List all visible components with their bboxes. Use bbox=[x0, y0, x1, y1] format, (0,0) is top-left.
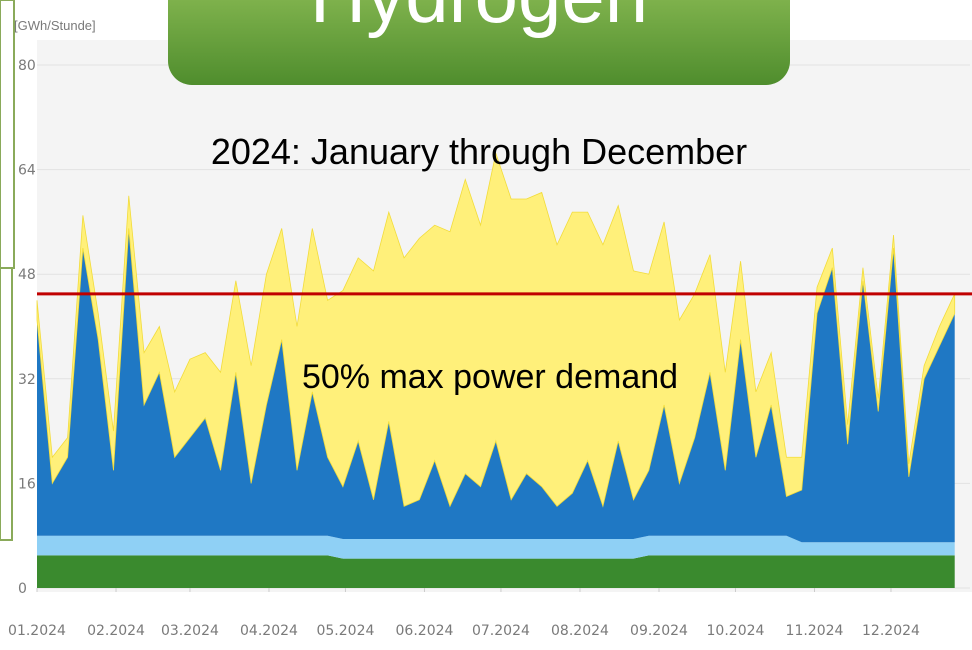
x-tick-label: 03.2024 bbox=[161, 623, 219, 639]
area bbox=[37, 228, 955, 543]
title-box bbox=[168, 0, 790, 85]
reference-label: 50% max power demand bbox=[302, 358, 678, 396]
y-tick-label: 64 bbox=[18, 163, 36, 179]
y-tick-label: 80 bbox=[18, 58, 36, 74]
x-tick-label: 09.2024 bbox=[630, 623, 688, 639]
y-tick-label: 32 bbox=[18, 372, 36, 388]
y-axis-label: [GWh/Stunde] bbox=[14, 18, 96, 33]
x-tick-label: 11.2024 bbox=[786, 623, 844, 639]
x-tick-label: 02.2024 bbox=[87, 623, 145, 639]
y-tick-label: 0 bbox=[18, 581, 27, 597]
x-tick-label: 05.2024 bbox=[316, 623, 374, 639]
y-tick-label: 48 bbox=[18, 267, 36, 283]
x-tick-label: 10.2024 bbox=[707, 623, 765, 639]
frame-decoration bbox=[0, 0, 15, 269]
x-tick-label: 08.2024 bbox=[551, 623, 609, 639]
x-tick-label: 07.2024 bbox=[472, 623, 530, 639]
y-tick-label: 16 bbox=[18, 476, 36, 492]
subtitle: 2024: January through December bbox=[211, 131, 747, 172]
area bbox=[37, 555, 955, 588]
x-tick-label: 06.2024 bbox=[396, 623, 454, 639]
area bbox=[37, 535, 955, 559]
x-tick-label: 04.2024 bbox=[240, 623, 298, 639]
x-tick-label: 12.2024 bbox=[862, 623, 920, 639]
area bbox=[36, 151, 956, 508]
frame-decoration bbox=[0, 267, 13, 541]
x-tick-label: 01.2024 bbox=[8, 623, 66, 639]
chart-title: Hydrogen bbox=[310, 0, 648, 39]
